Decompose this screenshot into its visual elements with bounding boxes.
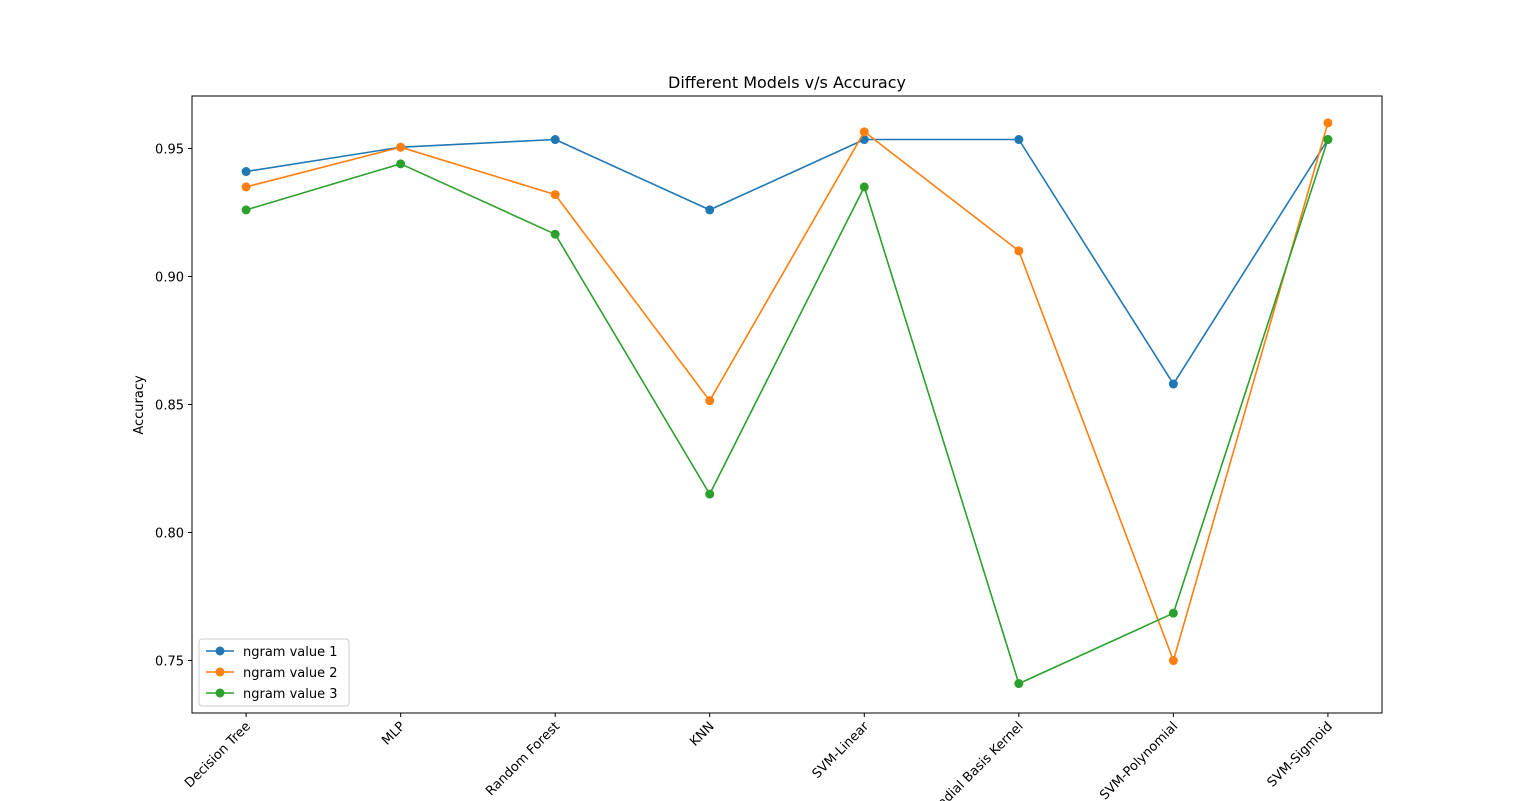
series-line [245, 138, 1329, 385]
series-2 [241, 118, 1333, 666]
y-tick-label: 0.95 [155, 142, 184, 157]
series-line [245, 139, 1329, 685]
data-point [1168, 608, 1178, 618]
legend-label: ngram value 1 [243, 645, 338, 660]
legend-label: ngram value 3 [243, 687, 338, 702]
data-point [705, 205, 715, 215]
data-point [1168, 656, 1178, 666]
legend-label: ngram value 2 [243, 666, 338, 681]
y-tick-label: 0.85 [155, 399, 184, 414]
legend-marker [215, 667, 225, 677]
data-point [550, 135, 560, 145]
data-point [241, 182, 251, 192]
data-point [396, 159, 406, 169]
data-point [705, 396, 715, 406]
series-3 [241, 135, 1333, 689]
data-point [396, 142, 406, 152]
series-line [245, 122, 1329, 662]
data-point [1014, 679, 1024, 689]
axes-frame [191, 95, 1383, 714]
y-tick-label: 0.90 [155, 270, 184, 285]
y-tick-label: 0.80 [155, 527, 184, 542]
data-point [859, 127, 869, 137]
legend: ngram value 1 ngram value 2 ngram value 3 [198, 638, 350, 707]
legend-marker [215, 646, 225, 656]
data-point [1014, 246, 1024, 256]
data-point [1168, 379, 1178, 389]
plot-lines [241, 118, 1333, 689]
data-point [550, 190, 560, 200]
data-point [1014, 135, 1024, 145]
data-point [705, 489, 715, 499]
y-axis: 0.75 0.80 0.85 0.90 0.95 [155, 142, 192, 670]
y-tick-label: 0.75 [155, 655, 184, 670]
chart-title: Different Models v/s Accuracy [668, 73, 906, 92]
data-point [241, 205, 251, 215]
y-axis-label: Accuracy [132, 375, 147, 435]
legend-marker [215, 688, 225, 698]
data-point [550, 229, 560, 239]
data-point [859, 182, 869, 192]
legend-box [198, 638, 350, 707]
data-point [1323, 118, 1333, 128]
data-point [1323, 135, 1333, 145]
data-point [241, 167, 251, 177]
